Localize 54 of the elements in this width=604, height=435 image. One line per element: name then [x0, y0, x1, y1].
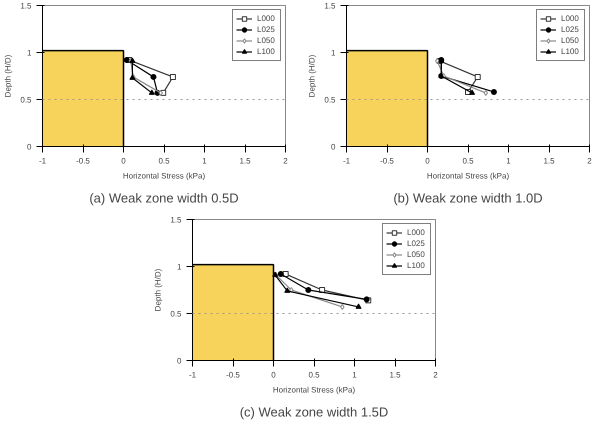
x-tick-label: 1: [352, 370, 358, 380]
x-tick-label: 0.5: [462, 156, 474, 166]
text: (a) Weak zone width 0.5D: [89, 190, 239, 206]
legend-label: L050: [407, 249, 426, 260]
x-tick-label: -1: [38, 156, 47, 166]
x-tick-label: 1.5: [543, 156, 556, 166]
legend-label: L100: [407, 260, 426, 271]
x-tick-label: 1.5: [389, 370, 402, 380]
legend-label: L050: [561, 35, 580, 46]
y-axis-title: Depth (H/D): [153, 268, 162, 312]
y-tick-label: 0.5: [20, 96, 32, 104]
legend-label: L000: [407, 227, 426, 238]
x-axis-title: Horizontal Stress (kPa): [272, 386, 356, 394]
legend-label: L050: [257, 35, 276, 46]
y-tick-label: 1: [331, 48, 336, 58]
y-tick-label: 0: [177, 356, 182, 366]
x-tick-label: 0: [121, 156, 126, 166]
x-tick-label: 2: [587, 156, 592, 166]
x-tick-label: 1.5: [239, 156, 252, 166]
text: (b) Weak zone width 1.0D: [393, 190, 543, 206]
x-axis-title: Horizontal Stress (kPa): [426, 172, 510, 180]
y-tick-label: 0.5: [324, 96, 336, 104]
x-tick-label: 1: [202, 156, 208, 166]
x-tick-label: 0: [425, 156, 430, 166]
x-tick-label: 0: [271, 370, 276, 380]
text: (c) Weak zone width 1.5D: [240, 404, 388, 420]
x-tick-label: 1: [506, 156, 512, 166]
x-axis-title: Horizontal Stress (kPa): [122, 172, 206, 180]
y-axis-title: Depth (H/D): [3, 54, 12, 98]
legend-label: L025: [561, 24, 580, 35]
y-tick-label: 1.5: [20, 2, 32, 10]
legend-label: L000: [257, 13, 276, 24]
x-tick-label: -0.5: [76, 156, 90, 166]
y-tick-label: 0: [27, 142, 32, 152]
legend-label: L025: [407, 238, 426, 249]
legend-label: L100: [561, 46, 580, 57]
x-tick-label: -0.5: [380, 156, 394, 166]
y-tick-label: 0.5: [170, 310, 182, 318]
x-tick-label: 2: [283, 156, 288, 166]
x-tick-label: 2: [433, 370, 438, 380]
y-tick-label: 1.5: [324, 2, 336, 10]
legend-label: L000: [561, 13, 580, 24]
x-tick-label: -1: [188, 370, 197, 380]
y-tick-label: 1.5: [170, 216, 182, 224]
y-tick-label: 1: [177, 262, 182, 272]
y-tick-label: 1: [27, 48, 32, 58]
x-tick-label: 0.5: [308, 370, 320, 380]
legend-label: L025: [257, 24, 276, 35]
x-tick-label: -1: [342, 156, 351, 166]
y-tick-label: 0: [331, 142, 336, 152]
x-tick-label: -0.5: [226, 370, 240, 380]
x-tick-label: 0.5: [158, 156, 170, 166]
legend-label: L100: [257, 46, 276, 57]
y-axis-title: Depth (H/D): [307, 54, 316, 98]
